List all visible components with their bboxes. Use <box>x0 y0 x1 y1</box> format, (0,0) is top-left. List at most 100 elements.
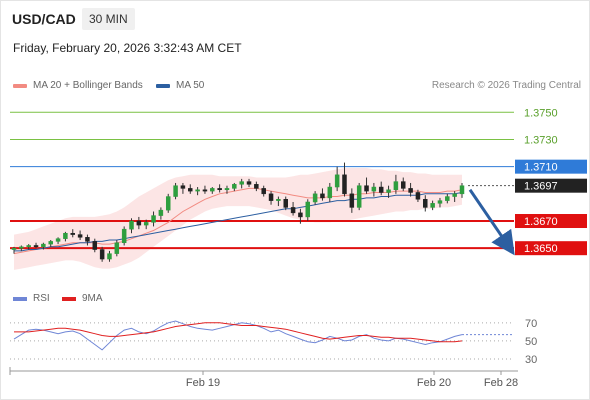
level-label-3: 1.3670 <box>524 216 558 228</box>
candle <box>158 207 164 220</box>
legend-9ma-swatch <box>62 296 76 301</box>
candle <box>423 195 428 212</box>
candle <box>437 197 443 208</box>
candle <box>224 185 230 194</box>
candle-body <box>459 185 465 195</box>
candle-body <box>349 193 355 208</box>
legend-ma20: MA 20 + Bollinger Bands <box>13 80 143 91</box>
candle <box>11 246 17 254</box>
candle-body <box>246 181 252 185</box>
candle <box>239 178 244 189</box>
level-label-4: 1.3650 <box>524 243 558 255</box>
candle-body <box>364 185 369 192</box>
candle-body <box>158 209 164 216</box>
legend-ma20-swatch <box>13 83 27 88</box>
candle-body <box>400 181 406 189</box>
candle-body <box>217 188 222 191</box>
level-label-bg-3 <box>515 214 587 229</box>
candle <box>459 182 465 198</box>
candle-body <box>356 185 362 208</box>
credit-label: Research © 2026 Trading Central <box>431 80 581 91</box>
candle-body <box>129 220 134 230</box>
candle-body <box>99 249 105 260</box>
candle <box>305 199 311 222</box>
candle-body <box>445 196 450 201</box>
candle-body <box>437 200 443 204</box>
legend-ma50-swatch <box>156 83 170 88</box>
candle <box>349 188 355 213</box>
candle-body <box>386 189 391 193</box>
candle-body <box>305 201 311 218</box>
candle-body <box>371 186 377 192</box>
candle <box>165 193 171 213</box>
candle-body <box>408 188 413 193</box>
x-tick-label-2: Feb 28 <box>484 377 518 389</box>
candle <box>386 185 391 198</box>
candle <box>276 196 281 207</box>
rsi-9ma-line <box>14 322 463 343</box>
candle <box>55 237 61 245</box>
candle-body <box>415 192 421 200</box>
candle <box>246 178 252 188</box>
candle <box>41 242 46 250</box>
candle <box>415 189 421 202</box>
candle-body <box>77 234 83 238</box>
candle <box>334 166 340 192</box>
candle-body <box>261 188 266 195</box>
candle <box>92 238 98 253</box>
candle-body <box>298 212 303 218</box>
candle <box>180 182 186 194</box>
candle-body <box>334 174 340 188</box>
candle-body <box>290 207 296 214</box>
legend-9ma-label: 9MA <box>82 293 103 304</box>
candle-body <box>452 193 457 197</box>
candle-body <box>55 238 61 242</box>
candle <box>408 182 413 197</box>
legend-ma50: MA 50 <box>156 80 204 91</box>
candle <box>342 162 347 197</box>
legend-rsi-swatch <box>13 296 27 301</box>
level-label-2: 1.3710 <box>524 162 558 174</box>
candle <box>114 240 120 257</box>
candle-body <box>239 181 244 185</box>
candle <box>364 177 369 194</box>
candle-body <box>320 193 325 199</box>
candle-body <box>114 242 120 254</box>
forecast-arrow <box>468 188 515 256</box>
candle-body <box>180 185 186 189</box>
candle-body <box>173 185 178 197</box>
candle <box>356 182 362 211</box>
candle-body <box>254 184 259 189</box>
candle <box>33 242 39 249</box>
candle <box>85 234 90 246</box>
candle <box>210 187 215 194</box>
candle-body <box>283 199 288 208</box>
ma50-line <box>14 192 463 252</box>
candle <box>268 191 274 205</box>
candle <box>121 226 127 246</box>
level-label-bg-4 <box>515 241 587 256</box>
candle-body <box>268 193 274 201</box>
candle <box>143 219 149 230</box>
candle <box>173 182 178 200</box>
timeframe-badge[interactable]: 30 MIN <box>82 8 135 30</box>
candle <box>298 208 303 224</box>
legend-ma50-label: MA 50 <box>176 80 205 91</box>
candle-body <box>276 199 281 201</box>
candle-body <box>423 199 428 208</box>
candle-body <box>136 220 142 226</box>
candle <box>99 246 105 262</box>
candle <box>188 184 193 194</box>
candle-body <box>92 241 98 250</box>
candle-body <box>85 237 90 242</box>
candle-body <box>19 246 24 249</box>
price-level-labels: 1.3750 1.3730 1.3710 1.3670 1.3650 1.3697 <box>515 107 587 256</box>
candle-body <box>121 228 127 243</box>
candle <box>26 244 31 250</box>
candle <box>232 182 237 192</box>
x-tick-label-1: Feb 20 <box>417 377 451 389</box>
candle <box>378 181 384 196</box>
candle-body <box>188 188 193 192</box>
candle <box>430 200 435 211</box>
